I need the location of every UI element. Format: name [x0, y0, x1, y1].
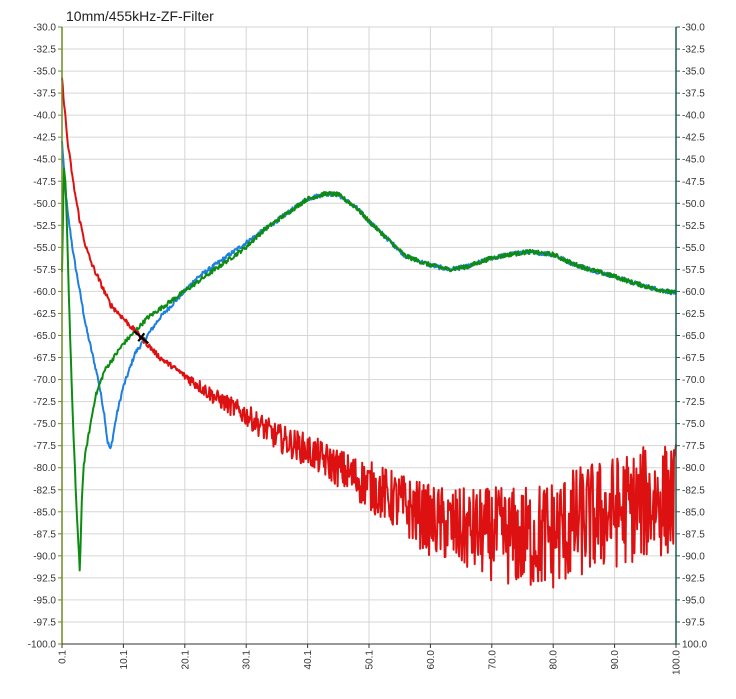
y-tick-label-right: -30.0 — [682, 23, 705, 34]
y-tick-label-left: -77.5 — [33, 441, 56, 452]
y-tick-label-left: -37.5 — [33, 89, 56, 100]
y-tick-label-right: -75.0 — [682, 419, 705, 430]
y-tick-label-right: -42.5 — [682, 133, 705, 144]
y-tick-label-right: -87.5 — [682, 529, 705, 540]
y-tick-label-left: -60.0 — [33, 287, 56, 298]
x-tick-label: 40.1 — [303, 650, 314, 670]
y-tick-label-left: -57.5 — [33, 265, 56, 276]
y-tick-label-left: -32.5 — [33, 45, 56, 56]
y-tick-label-right: -70.0 — [682, 375, 705, 386]
x-axis-ticks: 0.1 10.1 20.1 30.1 40.1 50.1 60.0 70.0 80.0 90.0 1… — [58, 644, 683, 675]
y-tick-label-right: -65.0 — [682, 331, 705, 342]
y-tick-label-right: -37.5 — [682, 89, 705, 100]
series-line — [61, 77, 677, 589]
y-tick-label-left: -45.0 — [33, 155, 56, 166]
y-tick-label-right: -80.0 — [682, 463, 705, 474]
series-group — [61, 77, 677, 589]
x-tick-label: 100.0 — [672, 650, 683, 675]
y-tick-label-right: 100.0 — [682, 640, 707, 651]
x-tick-label: 0.1 — [58, 650, 69, 664]
y-tick-label-left: -35.0 — [33, 67, 56, 78]
y-tick-label-right: -67.5 — [682, 353, 705, 364]
y-tick-label-right: -60.0 — [682, 287, 705, 298]
y-tick-label-right: -40.0 — [682, 111, 705, 122]
y-tick-label-right: -72.5 — [682, 397, 705, 408]
y-tick-label-left: -55.0 — [33, 243, 56, 254]
series-line — [61, 167, 677, 572]
y-tick-label-left: -47.5 — [33, 177, 56, 188]
y-tick-label-left: -87.5 — [33, 529, 56, 540]
y-tick-label-left: -75.0 — [33, 419, 56, 430]
y-tick-label-right: -45.0 — [682, 155, 705, 166]
y-tick-label-right: -32.5 — [682, 45, 705, 56]
y-tick-label-right: -85.0 — [682, 507, 705, 518]
x-tick-label: 60.0 — [426, 650, 437, 670]
y-axis-right-ticks: -30.0 -32.5 -35.0 -37.5 -40.0 -42.5 -45.0 -47.5… — [676, 23, 707, 651]
y-tick-label-left: -80.0 — [33, 463, 56, 474]
y-tick-label-left: -62.5 — [33, 309, 56, 320]
x-tick-label: 80.0 — [549, 650, 560, 670]
y-tick-label-right: -62.5 — [682, 309, 705, 320]
y-tick-label-right: -52.5 — [682, 221, 705, 232]
y-tick-label-left: -85.0 — [33, 507, 56, 518]
x-tick-label: 20.1 — [180, 650, 191, 670]
x-tick-label: 30.1 — [242, 650, 253, 670]
y-tick-label-left: -97.5 — [33, 617, 56, 628]
y-tick-label-right: -92.5 — [682, 573, 705, 584]
y-tick-label-left: -30.0 — [33, 23, 56, 34]
y-tick-label-right: -82.5 — [682, 485, 705, 496]
y-tick-label-left: -70.0 — [33, 375, 56, 386]
y-tick-label-left: -40.0 — [33, 111, 56, 122]
y-tick-label-right: -57.5 — [682, 265, 705, 276]
y-tick-label-left: -52.5 — [33, 221, 56, 232]
y-tick-label-left: -95.0 — [33, 595, 56, 606]
chart-title: 10mm/455kHz-ZF-Filter — [66, 8, 214, 24]
y-tick-label-right: -55.0 — [682, 243, 705, 254]
y-axis-left-ticks: -30.0 -32.5 -35.0 -37.5 -40.0 -42.5 -45.0 -47.5… — [28, 23, 62, 651]
y-tick-label-right: -35.0 — [682, 67, 705, 78]
y-tick-label-left: -67.5 — [33, 353, 56, 364]
y-tick-label-right: -47.5 — [682, 177, 705, 188]
y-tick-label-right: -50.0 — [682, 199, 705, 210]
x-tick-label: 50.1 — [365, 650, 376, 670]
y-tick-label-right: -97.5 — [682, 617, 705, 628]
y-tick-label-left: -65.0 — [33, 331, 56, 342]
y-tick-label-left: -100.0 — [28, 640, 57, 651]
y-tick-label-left: -42.5 — [33, 133, 56, 144]
x-tick-label: 70.0 — [487, 650, 498, 670]
y-tick-label-right: -90.0 — [682, 551, 705, 562]
y-tick-label-left: -50.0 — [33, 199, 56, 210]
y-tick-label-right: -95.0 — [682, 595, 705, 606]
crossing-marker — [133, 330, 150, 345]
y-tick-label-right: -77.5 — [682, 441, 705, 452]
x-tick-label: 10.1 — [119, 650, 130, 670]
y-tick-label-left: -90.0 — [33, 551, 56, 562]
x-tick-label: 90.0 — [610, 650, 621, 670]
y-tick-label-left: -72.5 — [33, 397, 56, 408]
y-tick-label-left: -92.5 — [33, 573, 56, 584]
y-tick-label-left: -82.5 — [33, 485, 56, 496]
